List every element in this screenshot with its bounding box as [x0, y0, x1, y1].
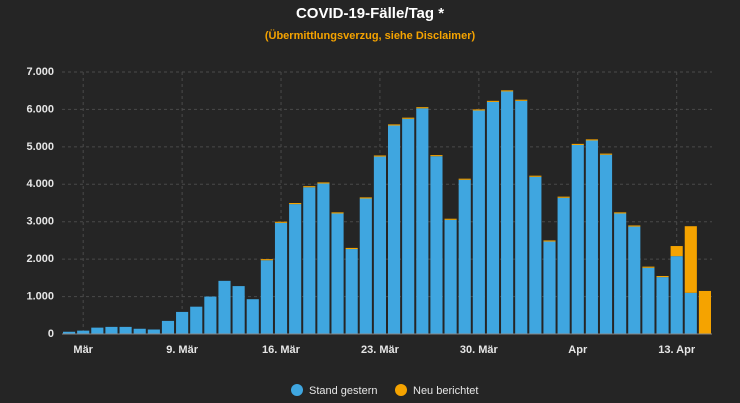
bar-segment [91, 327, 104, 334]
x-tick-label: 30. Mär [460, 344, 499, 356]
y-tick-label: 7.000 [26, 66, 54, 78]
bar-segment [684, 226, 697, 293]
bar-segment [684, 292, 697, 334]
bar-segment [388, 124, 401, 126]
bar-segment [161, 320, 175, 334]
bar-segment [628, 225, 641, 227]
bar-segment [359, 197, 372, 199]
bar-segment [444, 219, 457, 334]
bar-segment [388, 125, 401, 334]
bar-segment [232, 286, 245, 334]
bar-segment [472, 109, 485, 111]
bar-segment [642, 266, 655, 268]
y-tick-label: 3.000 [26, 216, 54, 228]
bar-segment [260, 259, 273, 261]
x-tick-label: Apr [568, 344, 588, 356]
bar-segment [571, 143, 584, 145]
y-tick-label: 0 [48, 328, 54, 340]
bar-segment [656, 275, 669, 278]
bar-segment [317, 182, 330, 184]
bar-segment [63, 331, 76, 334]
bar-segment [133, 328, 146, 334]
x-tick-label: 9. Mär [166, 344, 199, 356]
bar-segment [472, 110, 485, 335]
bar-segment [614, 212, 627, 214]
bar-segment [458, 179, 471, 334]
x-tick-label: Mär [73, 344, 93, 356]
bar-segment [501, 91, 514, 334]
bar-segment [515, 100, 528, 334]
bar-segment [416, 107, 429, 109]
bar-segment [585, 140, 598, 334]
bar-segment [190, 306, 203, 334]
bar-segment [176, 311, 189, 334]
legend-label: Neu berichtet [413, 385, 478, 397]
bar-segment [289, 203, 302, 205]
bar-segment [402, 117, 415, 119]
bar-segment [670, 256, 683, 334]
bar-segment [147, 329, 160, 334]
y-tick-label: 2.000 [26, 253, 54, 265]
bar-segment [317, 183, 330, 334]
bar-segment [529, 176, 542, 334]
bar-segment [458, 178, 471, 180]
bar-segment [402, 118, 415, 335]
bar-segment [345, 249, 358, 334]
x-tick-label: 13. Apr [658, 344, 696, 356]
bar-segment [430, 156, 443, 334]
bar-segment [105, 326, 118, 334]
bar-segment [204, 296, 217, 334]
bar-segment [515, 99, 528, 101]
bar-segment [260, 260, 273, 334]
y-tick-label: 4.000 [26, 178, 54, 190]
y-tick-label: 5.000 [26, 141, 54, 153]
bar-segment [218, 280, 231, 334]
bar-segment [373, 155, 386, 157]
bar-segment [543, 240, 556, 242]
bar-segment [656, 277, 669, 334]
bar-segment [359, 198, 372, 334]
bar-segment [416, 108, 429, 334]
chart-title: COVID-19-Fälle/Tag * [296, 5, 444, 22]
bar-segment [486, 100, 500, 102]
bar-segment [698, 290, 711, 334]
bar-segment [614, 213, 627, 334]
bar-segment [444, 218, 457, 220]
bar-segment [557, 196, 570, 198]
bar-segment [529, 175, 542, 177]
bar-segment [486, 101, 500, 334]
bar-segment [599, 154, 613, 334]
bar-segment [289, 204, 302, 334]
bar-segment [274, 221, 288, 223]
bar-segment [119, 326, 132, 334]
legend-marker [291, 384, 303, 396]
y-tick-label: 1.000 [26, 290, 54, 302]
bar-segment [303, 187, 316, 334]
bar-segment [585, 139, 598, 141]
x-tick-label: 16. Mär [262, 344, 301, 356]
bar-segment [246, 299, 259, 334]
y-tick-label: 6.000 [26, 103, 54, 115]
bar-segment [501, 90, 514, 92]
legend-label: Stand gestern [309, 385, 378, 397]
bar-segment [331, 213, 344, 334]
bar-segment [543, 241, 556, 334]
legend-marker [395, 384, 407, 396]
bar-segment [599, 153, 613, 155]
bar-segment [642, 267, 655, 334]
bar-segment [274, 222, 288, 334]
bar-segment [557, 197, 570, 334]
bar-segment [670, 246, 683, 257]
bar-segment [345, 247, 358, 250]
x-tick-label: 23. Mär [361, 344, 400, 356]
bar-segment [571, 144, 584, 334]
bar-segment [77, 330, 90, 334]
chart-subtitle: (Übermittlungsverzug, siehe Disclaimer) [265, 29, 476, 42]
bar-segment [430, 155, 443, 157]
bar-segment [303, 186, 316, 188]
bar-segment [628, 226, 641, 334]
bar-segment [331, 212, 344, 214]
bar-segment [373, 156, 386, 334]
